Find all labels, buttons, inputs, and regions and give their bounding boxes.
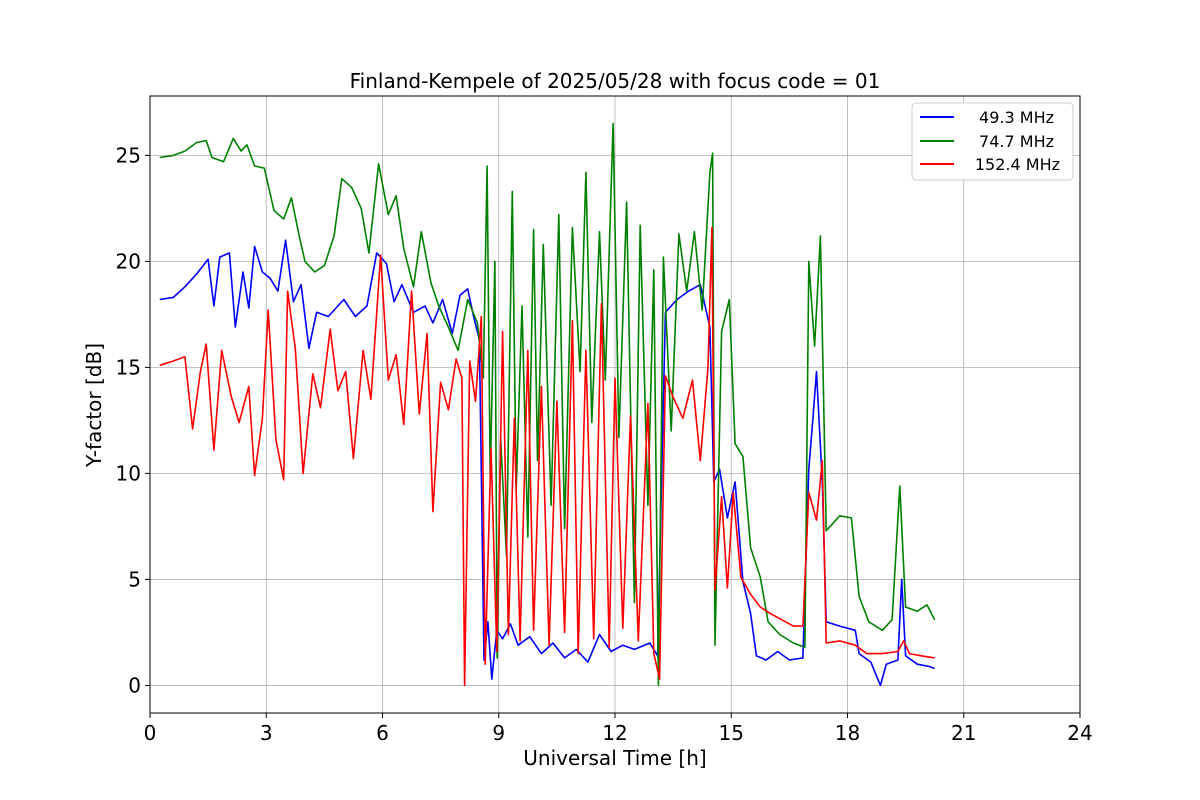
x-axis-label: Universal Time [h] <box>523 746 706 770</box>
y-tick-label: 20 <box>116 249 141 273</box>
legend: 49.3 MHz 74.7 MHz 152.4 MHz <box>911 102 1074 181</box>
x-tick-label: 9 <box>492 721 505 745</box>
legend-label-152-4: 152.4 MHz <box>975 155 1060 174</box>
x-axis-ticks: 0 3 6 9 12 15 18 21 24 <box>144 713 1093 745</box>
x-tick-label: 0 <box>144 721 157 745</box>
y-tick-label: 25 <box>116 143 141 167</box>
x-tick-label: 21 <box>951 721 976 745</box>
series-line-74-7-mhz <box>159 122 936 687</box>
y-tick-label: 10 <box>116 461 141 485</box>
series-layer <box>159 122 936 687</box>
x-tick-label: 6 <box>376 721 389 745</box>
x-tick-label: 12 <box>602 721 627 745</box>
x-tick-label: 18 <box>835 721 860 745</box>
y-axis-ticks: 0 5 10 15 20 25 <box>116 143 150 697</box>
series-line-49-3-mhz <box>159 239 935 687</box>
chart-title: Finland-Kempele of 2025/05/28 with focus… <box>350 69 881 93</box>
y-tick-label: 0 <box>128 673 141 697</box>
y-tick-label: 5 <box>128 567 141 591</box>
y-axis-label: Y-factor [dB] <box>82 343 106 468</box>
series-line-152-4-mhz <box>159 226 935 687</box>
legend-box <box>911 102 1074 181</box>
legend-label-49-3: 49.3 MHz <box>979 108 1054 127</box>
legend-label-74-7: 74.7 MHz <box>979 132 1054 151</box>
y-tick-label: 15 <box>116 355 141 379</box>
x-tick-label: 15 <box>719 721 744 745</box>
x-tick-label: 24 <box>1067 721 1092 745</box>
x-tick-label: 3 <box>260 721 273 745</box>
